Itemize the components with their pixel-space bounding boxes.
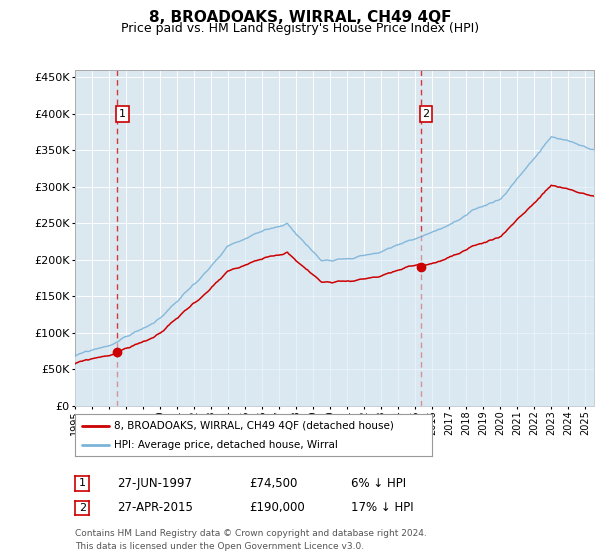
Text: 27-APR-2015: 27-APR-2015 (117, 501, 193, 515)
Text: £190,000: £190,000 (249, 501, 305, 515)
Text: 1: 1 (79, 478, 86, 488)
Text: Price paid vs. HM Land Registry's House Price Index (HPI): Price paid vs. HM Land Registry's House … (121, 22, 479, 35)
Text: £74,500: £74,500 (249, 477, 298, 490)
Text: 1: 1 (119, 109, 126, 119)
Text: 8, BROADOAKS, WIRRAL, CH49 4QF (detached house): 8, BROADOAKS, WIRRAL, CH49 4QF (detached… (114, 421, 394, 431)
Text: 6% ↓ HPI: 6% ↓ HPI (351, 477, 406, 490)
Text: 17% ↓ HPI: 17% ↓ HPI (351, 501, 413, 515)
Text: HPI: Average price, detached house, Wirral: HPI: Average price, detached house, Wirr… (114, 440, 338, 450)
Text: 8, BROADOAKS, WIRRAL, CH49 4QF: 8, BROADOAKS, WIRRAL, CH49 4QF (149, 10, 451, 25)
Text: 27-JUN-1997: 27-JUN-1997 (117, 477, 192, 490)
Text: 2: 2 (79, 503, 86, 513)
Text: Contains HM Land Registry data © Crown copyright and database right 2024.
This d: Contains HM Land Registry data © Crown c… (75, 529, 427, 550)
Text: 2: 2 (422, 109, 430, 119)
